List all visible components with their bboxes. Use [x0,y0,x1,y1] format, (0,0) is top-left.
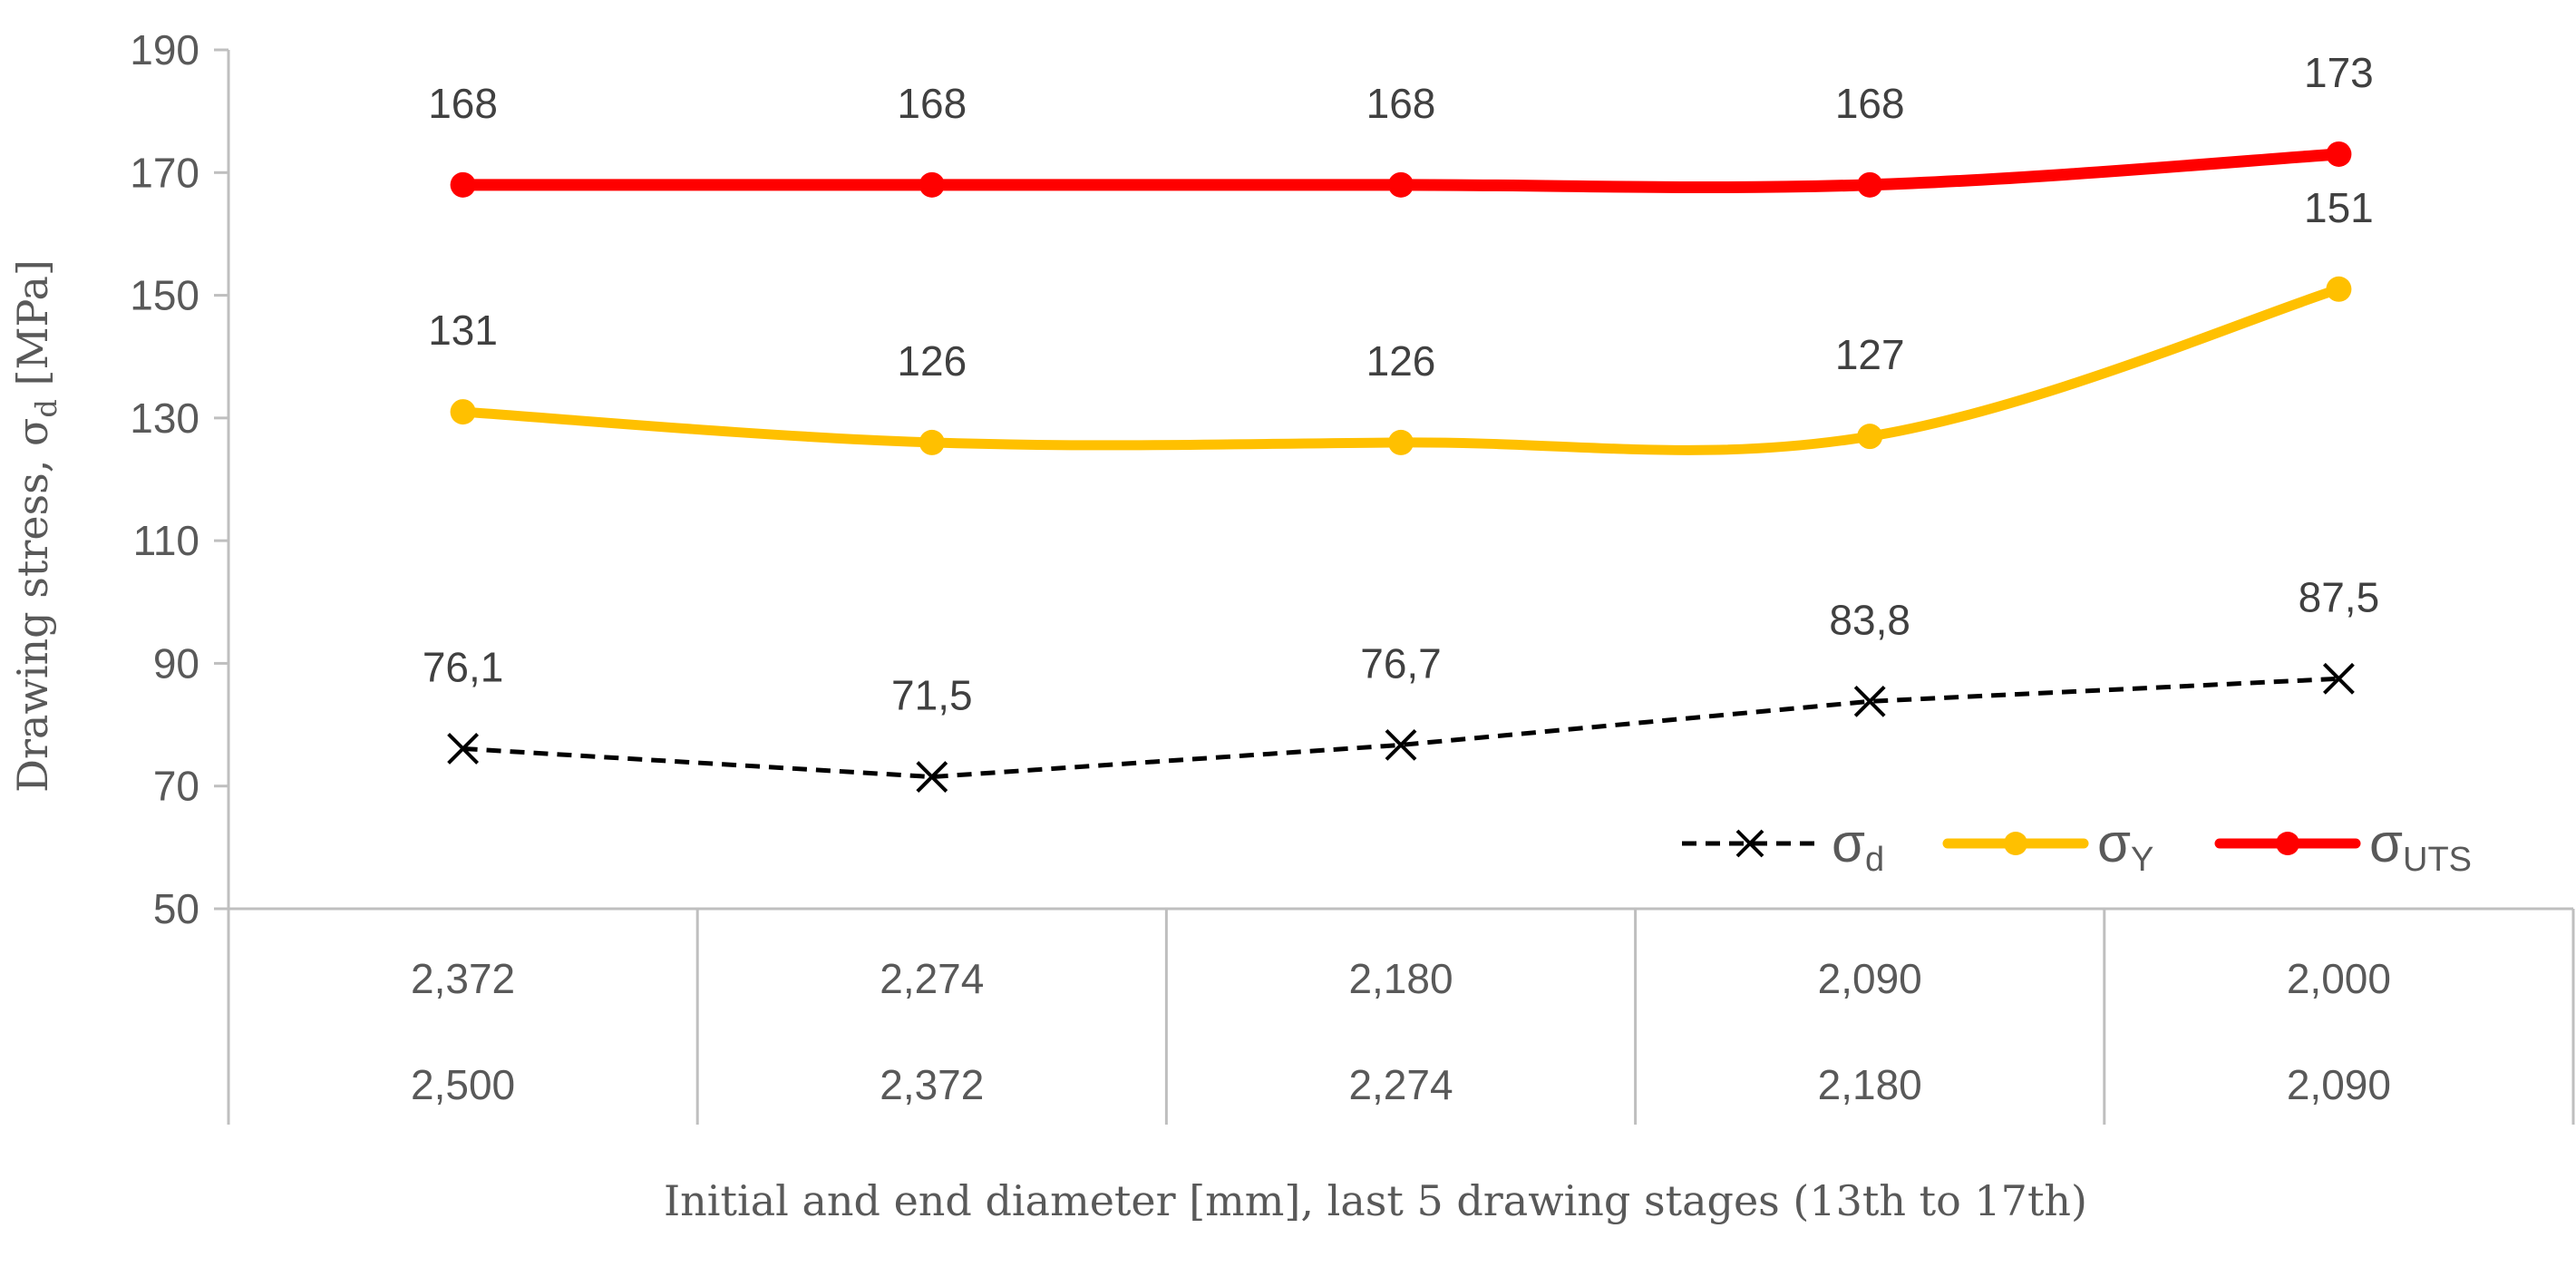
series-uts [450,141,2352,198]
legend-label: σY [2097,813,2153,879]
data-label: 76,7 [1360,639,1442,687]
y-tick-label: 50 [153,885,199,932]
data-point-marker [2322,662,2355,695]
x-tick-label-end: 2,090 [1818,955,1922,1002]
y-tick-label: 130 [130,395,199,442]
y-tick-label: 190 [130,26,199,73]
x-tick-label-end: 2,372 [411,955,515,1002]
y-axis-title-suffix: [MPa] [8,259,57,399]
data-point-marker [1385,728,1417,761]
data-label: 71,5 [891,672,973,719]
x-tick-label-initial: 2,090 [2287,1061,2391,1108]
legend-label-symbol: σ [2369,813,2403,873]
x-tick-label-end: 2,274 [880,955,984,1002]
x-tick-label-initial: 2,274 [1348,1061,1453,1108]
legend-label-symbol: σ [2097,813,2131,873]
x-tick-label-initial: 2,180 [1818,1061,1922,1108]
legend: σd σY σUTS [1682,813,2472,879]
y-tick-label: 110 [133,517,199,564]
y-axis-title-subscript: d [29,399,63,417]
data-point-marker [450,171,476,198]
data-label: 131 [428,307,498,354]
data-label: 151 [2304,184,2374,231]
data-point-marker [1857,424,1883,450]
legend-marker [2276,832,2299,855]
x-axis-title: Initial and end diameter [mm], last 5 dr… [664,1176,2087,1225]
data-label: 168 [428,80,498,127]
data-label: 87,5 [2299,573,2380,620]
data-point-marker [1388,429,1414,455]
data-point-marker [447,733,480,765]
legend-item-uts: σUTS [2214,813,2472,879]
x-tick-label-initial: 2,372 [880,1061,984,1108]
y-tick-label: 170 [130,149,199,196]
legend-label: σUTS [2369,813,2472,879]
y-axis-title: Drawing stress, σd [MPa] [8,259,63,793]
legend-label-subscript: UTS [2403,841,2472,879]
data-labels: 76,1 71,5 76,7 83,8 87,5 131 126 126 127 151 168 16… [423,49,2379,719]
data-point-marker [1857,171,1883,198]
x-tick-label-end: 2,180 [1348,955,1453,1002]
series-line [462,676,2339,780]
legend-label: σd [1832,813,1884,879]
data-point-marker [2326,141,2352,167]
data-point-marker [919,171,945,198]
data-point-marker [1853,685,1886,717]
x-category-table: 2,372 2,500 2,274 2,372 2,180 2,274 2,090 2,180… [227,907,2575,1125]
data-label: 173 [2304,49,2374,96]
y-tick-label: 70 [153,763,199,810]
legend-marker [1735,829,1764,858]
legend-item-d: σd [1682,813,1884,879]
data-label: 168 [897,80,967,127]
data-label: 126 [1366,337,1436,385]
data-label: 76,1 [423,643,504,690]
x-tick-label-initial: 2,500 [411,1061,515,1108]
legend-item-y: σY [1942,813,2153,879]
series-d [447,662,2355,793]
legend-marker [2004,832,2027,855]
legend-label-subscript: d [1865,841,1884,879]
legend-label-subscript: Y [2131,841,2153,879]
y-axis-title-prefix: Drawing stress, σ [8,418,57,793]
legend-label-symbol: σ [1832,813,1865,873]
y-tick-label: 90 [153,639,199,687]
data-label: 126 [897,337,967,385]
data-point-marker [919,429,945,455]
data-point-marker [450,399,476,425]
data-label: 83,8 [1829,596,1910,643]
y-axis: 50 70 90 110 130 150 170 190 [130,26,230,932]
data-point-marker [1388,171,1414,198]
series-y [450,276,2352,455]
data-point-marker [916,761,948,793]
y-tick-label: 150 [130,272,199,319]
data-label: 127 [1835,331,1905,378]
data-label: 168 [1366,80,1436,127]
x-tick-label-end: 2,000 [2287,955,2391,1002]
data-point-marker [2326,276,2352,302]
series-layer [447,141,2355,793]
data-label: 168 [1835,80,1905,127]
